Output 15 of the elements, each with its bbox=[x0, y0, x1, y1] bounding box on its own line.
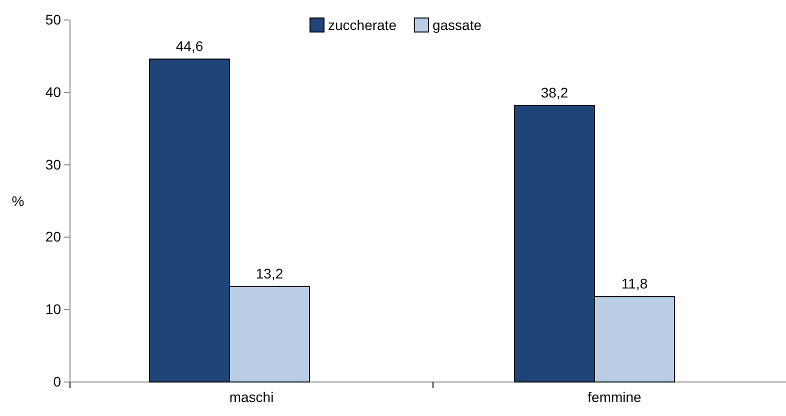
x-tick-label: femmine bbox=[588, 388, 642, 405]
y-axis-title: % bbox=[12, 193, 24, 209]
y-tick-label: 30 bbox=[45, 156, 62, 172]
data-label: 11,8 bbox=[621, 276, 648, 292]
y-tick-label: 20 bbox=[45, 228, 62, 245]
y-tick-label: 0 bbox=[53, 373, 62, 390]
y-tick-label: 50 bbox=[45, 11, 62, 28]
data-label: 13,2 bbox=[256, 265, 284, 282]
legend-label: gassate bbox=[432, 17, 482, 33]
x-tick-label: maschi bbox=[229, 388, 274, 405]
legend-label: zuccherate bbox=[328, 17, 397, 33]
y-tick-label: 10 bbox=[45, 301, 62, 318]
y-tick-label: 40 bbox=[45, 84, 62, 100]
data-label: 38,2 bbox=[540, 84, 568, 100]
data-label: 44,6 bbox=[176, 38, 204, 54]
